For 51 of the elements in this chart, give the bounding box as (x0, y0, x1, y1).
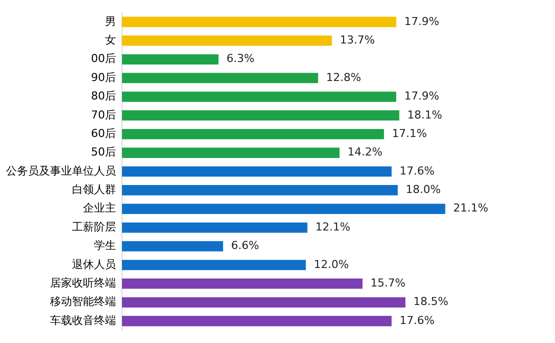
bar (122, 316, 392, 326)
data-label: 18.5% (413, 295, 448, 308)
bar (122, 54, 219, 64)
data-label: 21.1% (453, 202, 488, 215)
y-tick-label: 工薪阶层 (72, 220, 116, 234)
data-label: 12.8% (326, 70, 362, 84)
bar (122, 185, 398, 196)
y-tick-label: 移动智能终端 (50, 295, 116, 308)
y-tick-label: 80后 (91, 90, 116, 103)
data-label: 17.6% (400, 164, 435, 178)
data-label: 6.3% (226, 52, 254, 66)
data-label: 17.9% (404, 14, 440, 28)
data-label: 15.7% (370, 276, 406, 290)
y-tick-label: 00后 (91, 52, 116, 66)
bar (122, 166, 392, 177)
y-tick-label: 60后 (91, 126, 116, 140)
data-label: 17.9% (404, 90, 440, 103)
bar (122, 16, 396, 28)
y-tick-label: 企业主 (83, 202, 116, 215)
bar (122, 241, 224, 252)
bar (122, 128, 384, 140)
bar (122, 36, 332, 46)
bar (122, 72, 318, 84)
y-tick-label: 50后 (91, 146, 116, 159)
data-label: 17.1% (392, 126, 427, 140)
y-tick-label: 车载收音终端 (50, 314, 116, 327)
data-label: 18.0% (406, 183, 441, 196)
y-tick-label: 90后 (91, 70, 116, 84)
y-tick-label: 公务员及事业单位人员 (6, 164, 116, 178)
y-tick-label: 70后 (91, 108, 116, 122)
y-tick-label: 退休人员 (72, 258, 116, 271)
bar (122, 260, 306, 270)
data-label: 13.7% (340, 34, 375, 46)
data-label: 12.0% (314, 258, 349, 271)
data-label: 6.6% (231, 239, 260, 252)
y-tick-label: 白领人群 (72, 183, 116, 196)
data-label: 17.6% (400, 314, 435, 327)
bar (122, 110, 400, 121)
y-tick-label: 学生 (94, 239, 116, 252)
bar (122, 148, 340, 158)
y-tick-label: 男 (105, 14, 116, 28)
bar (122, 222, 308, 233)
bar (122, 92, 396, 102)
bar (122, 204, 446, 214)
bar (122, 297, 406, 308)
data-label: 12.1% (315, 220, 350, 234)
bar (122, 278, 363, 289)
data-label: 18.1% (407, 108, 442, 122)
data-label: 14.2% (348, 146, 382, 159)
y-tick-label: 女 (105, 34, 116, 46)
y-tick-label: 居家收听终端 (50, 276, 116, 290)
